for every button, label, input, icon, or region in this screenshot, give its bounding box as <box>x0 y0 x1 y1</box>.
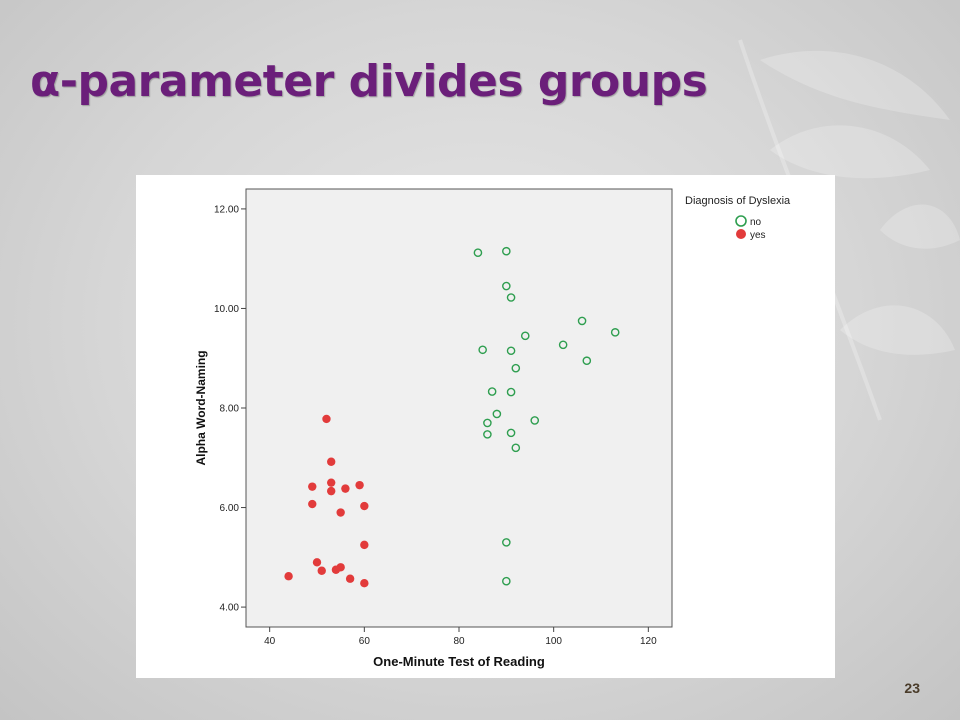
y-tick-label: 8.00 <box>220 404 240 415</box>
point-no <box>502 576 511 586</box>
point-yes <box>327 486 336 496</box>
point-yes <box>308 482 317 491</box>
point-no <box>577 316 587 326</box>
point-no <box>502 281 511 291</box>
point-no <box>511 443 521 453</box>
point-no <box>558 340 568 350</box>
point-yes <box>360 579 369 588</box>
point-no <box>487 387 497 396</box>
y-axis: 4.00 6.00 8.00 10.00 12.00 <box>214 204 246 614</box>
legend: Diagnosis of Dyslexia no yes <box>685 195 791 241</box>
y-axis-label: Alpha Word-Naming <box>194 350 208 465</box>
point-no <box>483 418 492 428</box>
x-tick-label: 120 <box>640 636 657 647</box>
point-yes <box>360 501 369 511</box>
y-tick-label: 10.00 <box>214 304 239 315</box>
x-tick-label: 80 <box>453 636 465 647</box>
legend-label-yes: yes <box>750 230 766 241</box>
point-no <box>506 428 516 438</box>
point-yes <box>284 572 293 581</box>
y-tick-label: 4.00 <box>220 603 240 614</box>
point-yes <box>322 414 331 424</box>
legend-label-no: no <box>750 217 762 228</box>
point-no <box>511 363 521 373</box>
x-tick-label: 60 <box>359 636 371 647</box>
point-no <box>520 331 530 341</box>
point-yes <box>341 484 350 493</box>
y-tick-label: 12.00 <box>214 204 239 215</box>
point-yes <box>317 566 326 575</box>
point-no <box>483 430 492 439</box>
point-no <box>506 346 516 356</box>
point-yes <box>312 558 322 567</box>
point-yes <box>360 540 369 550</box>
point-no <box>610 328 620 337</box>
point-no <box>582 356 592 366</box>
point-yes <box>336 508 345 517</box>
data-points <box>284 246 620 588</box>
x-axis-label: One-Minute Test of Reading <box>373 654 545 669</box>
point-yes <box>345 574 355 583</box>
point-yes <box>331 565 341 574</box>
chart-panel: 40 60 80 100 120 4.00 6.00 8.00 10.00 12.00 One-… <box>136 175 835 678</box>
x-tick-label: 40 <box>264 636 276 647</box>
x-tick-label: 100 <box>545 636 562 647</box>
point-no <box>506 293 516 302</box>
point-yes <box>327 478 336 487</box>
point-yes <box>327 457 336 466</box>
legend-title: Diagnosis of Dyslexia <box>685 195 791 207</box>
scatter-chart: 40 60 80 100 120 4.00 6.00 8.00 10.00 12.00 One-… <box>194 188 791 669</box>
point-yes <box>355 480 364 490</box>
point-no <box>478 345 487 355</box>
legend-marker-no <box>735 215 747 227</box>
point-no <box>506 387 516 397</box>
slide-number: 23 <box>904 680 920 696</box>
point-no <box>502 246 511 256</box>
legend-marker-yes <box>736 229 746 239</box>
plot-area <box>245 188 673 628</box>
y-tick-label: 6.00 <box>220 503 240 514</box>
point-no <box>530 416 540 425</box>
point-no <box>502 538 511 547</box>
slide-title: α-parameter divides groups <box>30 56 708 107</box>
point-yes <box>308 499 317 509</box>
point-no <box>492 409 502 419</box>
x-axis: 40 60 80 100 120 <box>264 627 657 647</box>
point-no <box>473 248 483 258</box>
